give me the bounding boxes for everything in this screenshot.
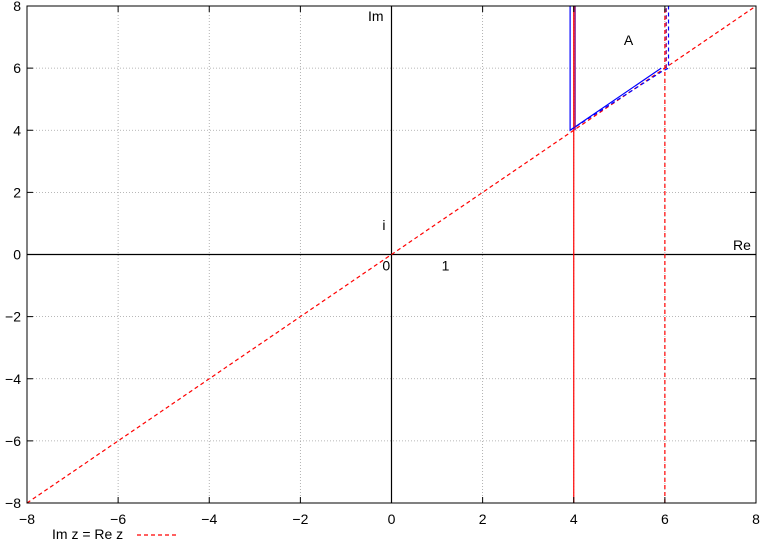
legend: Im z = Re z	[52, 526, 177, 542]
imag-axis-label: Im	[368, 8, 384, 24]
real-axis-label: Re	[733, 237, 751, 253]
x-tick-label: −6	[110, 511, 126, 527]
y-tick-label: 2	[13, 184, 21, 200]
x-tick-label: 4	[570, 511, 578, 527]
x-tick-label: 0	[388, 511, 396, 527]
x-tick-label: 8	[752, 511, 760, 527]
y-tick-label: 0	[13, 247, 21, 263]
y-tick-label: −6	[5, 433, 21, 449]
annotation-label: 0	[382, 257, 390, 273]
x-tick-label: 6	[661, 511, 669, 527]
y-tick-label: −4	[5, 371, 21, 387]
x-tick-label: −4	[201, 511, 217, 527]
y-tick-label: 8	[13, 0, 21, 14]
legend-label: Im z = Re z	[52, 526, 123, 542]
series-line-0	[26, 5, 757, 504]
chart-series	[26, 5, 757, 504]
x-tick-labels: −8 −6 −4 −2 0 2 4 6 8	[19, 511, 760, 527]
annotation-label: A	[624, 32, 634, 48]
annotation-label: i	[382, 217, 385, 233]
x-tick-label: −2	[292, 511, 308, 527]
annotation-label: 1	[442, 257, 450, 273]
series-line-4	[569, 6, 670, 131]
annotations: 0 1 i A	[382, 32, 633, 273]
tick-marks	[26, 5, 757, 504]
y-tick-label: 6	[13, 60, 21, 76]
y-tick-labels: −8 −6 −4 −2 0 2 4 6 8	[5, 0, 21, 511]
x-tick-label: 2	[479, 511, 487, 527]
x-tick-label: −8	[19, 511, 35, 527]
y-tick-label: −2	[5, 309, 21, 325]
y-tick-label: 4	[13, 122, 21, 138]
y-tick-label: −8	[5, 495, 21, 511]
